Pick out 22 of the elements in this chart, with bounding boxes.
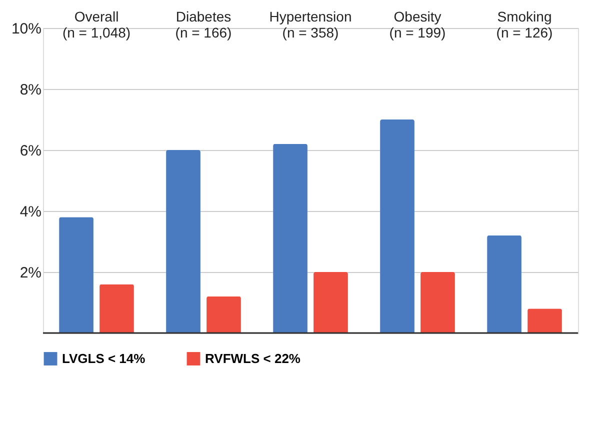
legend-label: LVGLS < 14% <box>62 350 146 366</box>
bar <box>166 150 200 333</box>
bar <box>206 296 241 333</box>
bar <box>273 144 308 333</box>
x-tick-label: Hypertension (n = 358) <box>269 8 352 40</box>
y-tick-label: 8% <box>20 82 42 98</box>
bar <box>487 235 522 333</box>
y-tick-label: 2% <box>20 264 42 282</box>
legend-label: RVFWLS < 22% <box>205 350 301 366</box>
x-tick-label: Diabetes (n = 166) <box>175 8 232 40</box>
bar <box>100 284 134 333</box>
x-tick-label: Overall (n = 1,048) <box>62 8 131 40</box>
x-tick-label: Obesity (n = 199) <box>389 8 446 40</box>
bar <box>314 272 348 333</box>
y-tick-label: 10% <box>11 20 42 38</box>
y-tick-label: 6% <box>20 142 42 160</box>
bar <box>528 308 562 333</box>
bar <box>59 217 94 333</box>
bar <box>380 120 414 333</box>
y-tick-label: 4% <box>20 204 42 220</box>
x-tick-label: Smoking (n = 126) <box>496 8 553 40</box>
bar <box>420 272 455 333</box>
